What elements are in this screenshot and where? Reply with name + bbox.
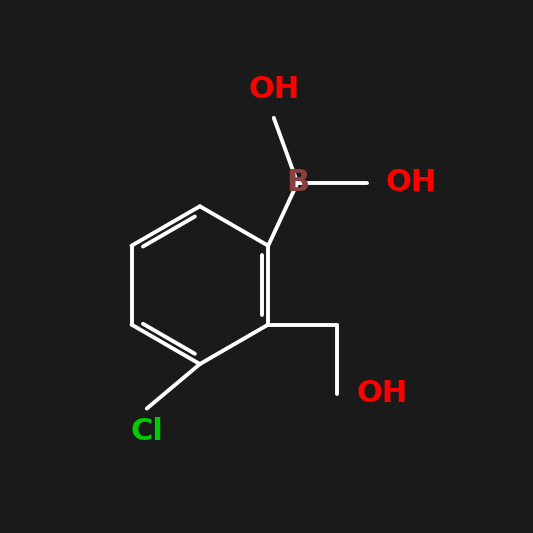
Text: Cl: Cl: [131, 417, 163, 446]
Text: OH: OH: [356, 379, 407, 408]
Text: OH: OH: [248, 76, 300, 104]
Text: B: B: [286, 168, 309, 197]
Text: OH: OH: [385, 168, 437, 197]
